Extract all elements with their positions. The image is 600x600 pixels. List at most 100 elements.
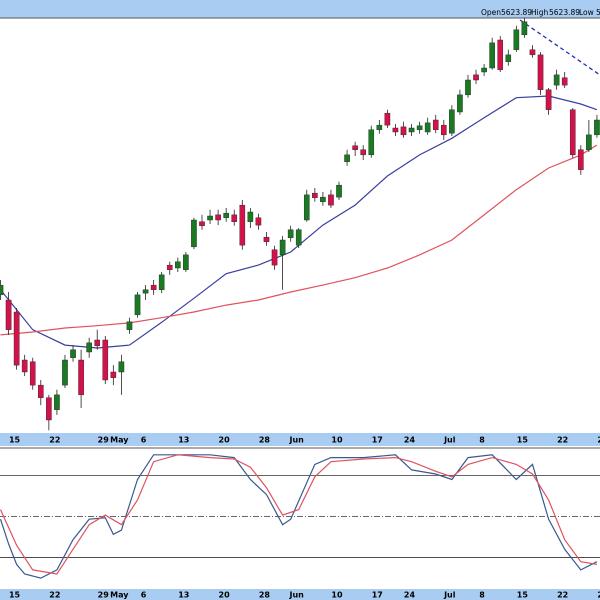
candle-body xyxy=(457,94,463,113)
x-tick-label: Jul xyxy=(443,591,456,600)
x-tick-label: 10 xyxy=(331,591,343,600)
x-tick-label: 29 xyxy=(597,436,600,445)
x-tick-label: 8 xyxy=(479,436,485,445)
candle-body xyxy=(537,54,544,90)
low-value: 5 xyxy=(596,8,600,17)
candle-body xyxy=(360,149,367,156)
x-tick-label: 28 xyxy=(259,591,271,600)
candle-body xyxy=(368,129,375,156)
candle-body xyxy=(5,299,12,330)
candle-body xyxy=(118,361,125,373)
x-tick-label: 20 xyxy=(219,436,231,445)
candle-body xyxy=(521,21,528,36)
candle-body xyxy=(303,194,310,221)
candle-body xyxy=(191,219,197,248)
candle-body xyxy=(328,194,334,206)
candle-body xyxy=(392,127,399,133)
candle-body xyxy=(586,134,592,150)
x-tick-label: Jul xyxy=(443,436,456,445)
x-tick-label: 15 xyxy=(9,436,21,445)
candle-body xyxy=(54,394,60,410)
candle-body xyxy=(247,211,254,222)
price-info: Open 5623.89 High 5623.89 Low 5 xyxy=(481,8,600,17)
candle-body xyxy=(529,49,536,56)
candle-body xyxy=(561,77,568,86)
candle-body xyxy=(94,339,101,346)
candle-body xyxy=(287,229,294,238)
date-axis-bar xyxy=(0,589,600,600)
candle-body xyxy=(578,149,584,170)
candle-body xyxy=(384,112,391,126)
candle-body xyxy=(102,339,109,381)
candle-body xyxy=(175,261,181,269)
x-tick-label: 22 xyxy=(49,436,60,445)
high-value: 5623.89 xyxy=(549,8,580,17)
x-tick-label: 6 xyxy=(141,591,147,600)
low-label: Low xyxy=(579,8,594,17)
candle-body xyxy=(465,79,471,96)
line xyxy=(0,454,598,579)
x-tick-label: Jun xyxy=(288,591,304,600)
candle-body xyxy=(352,145,358,150)
candle-body xyxy=(183,254,189,270)
x-tick-label: 28 xyxy=(259,436,271,445)
candle-body xyxy=(70,349,76,358)
candle-body xyxy=(569,109,576,156)
candle-body xyxy=(271,249,278,266)
candle-body xyxy=(134,294,141,316)
x-tick-label: 17 xyxy=(372,591,383,600)
x-tick-label: 10 xyxy=(331,436,343,445)
x-tick-label: 15 xyxy=(517,436,529,445)
x-tick-label: 20 xyxy=(219,591,231,600)
x-tick-label: 13 xyxy=(178,436,189,445)
candle-body xyxy=(150,284,157,290)
x-tick-label: 29 xyxy=(98,591,110,600)
candle-body xyxy=(46,397,52,421)
candle-body xyxy=(424,122,431,133)
x-tick-label: May xyxy=(110,591,129,600)
x-tick-label: 24 xyxy=(404,436,416,445)
candle-body xyxy=(376,124,383,130)
line xyxy=(0,454,597,575)
candle-body xyxy=(142,289,149,294)
candle-body xyxy=(489,42,495,69)
open-label: Open xyxy=(481,8,501,17)
candle-body xyxy=(21,359,28,373)
candle-body xyxy=(497,39,504,70)
line xyxy=(0,144,598,336)
candle-body xyxy=(126,321,133,330)
candle-body xyxy=(239,204,246,246)
candle-body xyxy=(449,109,455,134)
candle-body xyxy=(158,274,165,290)
candle-body xyxy=(481,67,487,73)
candle-body xyxy=(513,29,520,50)
x-tick-label: 24 xyxy=(404,591,416,600)
candle-body xyxy=(336,184,342,198)
open-value: 5623.89 xyxy=(501,8,532,17)
line xyxy=(0,95,598,349)
candle-body xyxy=(29,361,36,386)
candle-body xyxy=(110,371,117,378)
header-bar xyxy=(0,0,600,18)
date-axis-bar xyxy=(0,433,600,446)
candle-body xyxy=(295,229,302,246)
x-tick-label: 13 xyxy=(178,591,189,600)
candle-body xyxy=(263,236,270,242)
x-tick-label: 8 xyxy=(479,591,485,600)
candle-body xyxy=(320,196,326,202)
candle-body xyxy=(199,221,205,226)
candle-body xyxy=(215,214,221,221)
candle-body xyxy=(13,311,20,366)
candle-body xyxy=(255,217,262,226)
candle-body xyxy=(38,384,44,398)
candle-body xyxy=(279,239,286,256)
candle-body xyxy=(207,215,213,221)
candle-body xyxy=(505,54,512,62)
x-tick-label: May xyxy=(110,436,129,445)
candle-body xyxy=(408,127,415,133)
candle-body xyxy=(432,119,439,130)
x-tick-label: 17 xyxy=(372,436,383,445)
x-tick-label: 29 xyxy=(98,436,110,445)
candle-body xyxy=(416,125,423,130)
